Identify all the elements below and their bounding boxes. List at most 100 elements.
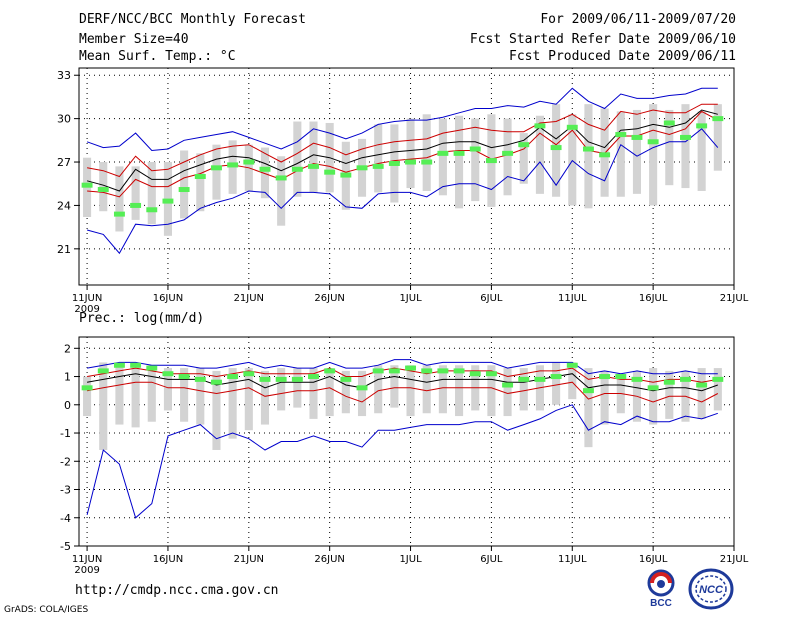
ensemble-box xyxy=(293,368,302,408)
ensemble-box xyxy=(244,368,253,431)
median-marker xyxy=(162,371,174,377)
median-marker xyxy=(453,150,465,156)
median-marker xyxy=(388,368,400,374)
x-tick-year: 2009 xyxy=(74,565,99,576)
y-tick-label: 2 xyxy=(64,342,71,355)
median-marker xyxy=(340,172,352,178)
fcst-started-date: Fcst Started Refer Date 2009/06/10 xyxy=(469,32,736,47)
y-tick-label: 0 xyxy=(64,399,71,412)
ensemble-box xyxy=(277,368,286,411)
forecast-period: For 2009/06/11-2009/07/20 xyxy=(540,12,736,27)
median-marker xyxy=(259,166,271,172)
ensemble-box xyxy=(649,104,658,206)
ensemble-box xyxy=(697,111,706,191)
ensemble-box xyxy=(196,153,205,212)
median-marker xyxy=(712,116,724,122)
median-marker xyxy=(211,165,222,171)
ensemble-box xyxy=(584,368,593,448)
x-tick-label: 21JUN xyxy=(234,293,264,304)
median-marker xyxy=(485,371,497,377)
ensemble-box xyxy=(503,118,512,196)
series-line-lower xyxy=(87,110,719,198)
median-marker xyxy=(291,376,303,382)
chart-title: DERF/NCC/BCC Monthly Forecast xyxy=(79,12,306,27)
ensemble-box xyxy=(180,150,189,219)
x-tick-label: 11JUN xyxy=(72,293,102,304)
x-tick-label: 11JUL xyxy=(558,554,587,565)
median-marker xyxy=(162,198,174,204)
median-marker xyxy=(502,150,514,156)
x-tick-label: 16JUL xyxy=(639,554,668,565)
series-line-max xyxy=(87,359,718,375)
y-tick-label: 1 xyxy=(64,371,71,384)
y-tick-label: 30 xyxy=(57,113,71,126)
ensemble-box xyxy=(131,362,140,428)
ensemble-box xyxy=(163,368,172,411)
median-marker xyxy=(405,365,417,371)
x-tick-label: 16JUN xyxy=(153,293,183,304)
median-marker xyxy=(81,385,93,391)
median-marker xyxy=(550,374,562,380)
median-marker xyxy=(663,379,675,385)
ensemble-box xyxy=(341,370,350,414)
series-line-upper xyxy=(87,103,718,178)
x-tick-label: 21JUL xyxy=(720,554,749,565)
x-tick-label: 26JUN xyxy=(314,293,344,304)
median-marker xyxy=(324,169,336,175)
median-marker xyxy=(372,163,384,169)
x-tick-label: 21JUN xyxy=(234,554,264,565)
median-marker xyxy=(534,123,546,129)
ensemble-box xyxy=(713,368,722,411)
source-url[interactable]: http://cmdp.ncc.cma.gov.cn xyxy=(75,583,279,598)
ensemble-box xyxy=(147,162,156,225)
ensemble-box xyxy=(455,115,464,209)
ensemble-box xyxy=(309,121,318,193)
median-marker xyxy=(647,385,659,391)
median-marker xyxy=(275,175,287,181)
median-marker xyxy=(211,379,222,385)
median-marker xyxy=(146,207,158,213)
median-marker xyxy=(582,388,594,394)
plot-frame xyxy=(78,336,735,547)
median-marker xyxy=(356,165,368,171)
series-line-mean xyxy=(86,109,718,192)
ensemble-box xyxy=(535,115,544,194)
ensemble-box xyxy=(616,111,625,197)
median-marker xyxy=(485,158,497,164)
median-marker xyxy=(340,376,352,382)
median-marker xyxy=(324,368,336,374)
ensemble-box xyxy=(600,370,609,425)
y-tick-label: -4 xyxy=(60,512,71,525)
median-marker xyxy=(534,376,546,382)
median-marker xyxy=(421,368,433,374)
bcc-logo: BCC xyxy=(647,569,675,608)
ensemble-box xyxy=(552,104,561,197)
x-tick-label: 11JUL xyxy=(558,293,587,304)
ensemble-box xyxy=(568,362,577,400)
x-tick-label: 6JUL xyxy=(480,554,503,565)
ensemble-box xyxy=(260,147,270,199)
x-tick-label: 6JUL xyxy=(480,293,503,304)
ensemble-box xyxy=(99,162,108,212)
ensemble-box xyxy=(713,104,722,171)
ensemble-box xyxy=(422,114,431,191)
median-marker xyxy=(356,385,368,391)
ensemble-box xyxy=(406,118,415,189)
median-marker xyxy=(696,382,708,388)
median-marker xyxy=(97,187,109,193)
variable-label: Mean Surf. Temp.: °C xyxy=(79,49,236,64)
median-marker xyxy=(291,166,303,172)
median-marker xyxy=(566,362,578,368)
median-marker xyxy=(259,376,271,382)
y-tick-label: 27 xyxy=(57,156,71,169)
ensemble-box xyxy=(632,109,642,194)
median-marker xyxy=(308,163,319,169)
median-marker xyxy=(663,120,675,126)
ensemble-box xyxy=(455,365,464,417)
x-tick-label: 21JUL xyxy=(720,293,749,304)
median-marker xyxy=(227,162,239,168)
median-marker xyxy=(469,146,481,152)
median-marker xyxy=(194,376,206,382)
median-marker xyxy=(130,202,142,208)
